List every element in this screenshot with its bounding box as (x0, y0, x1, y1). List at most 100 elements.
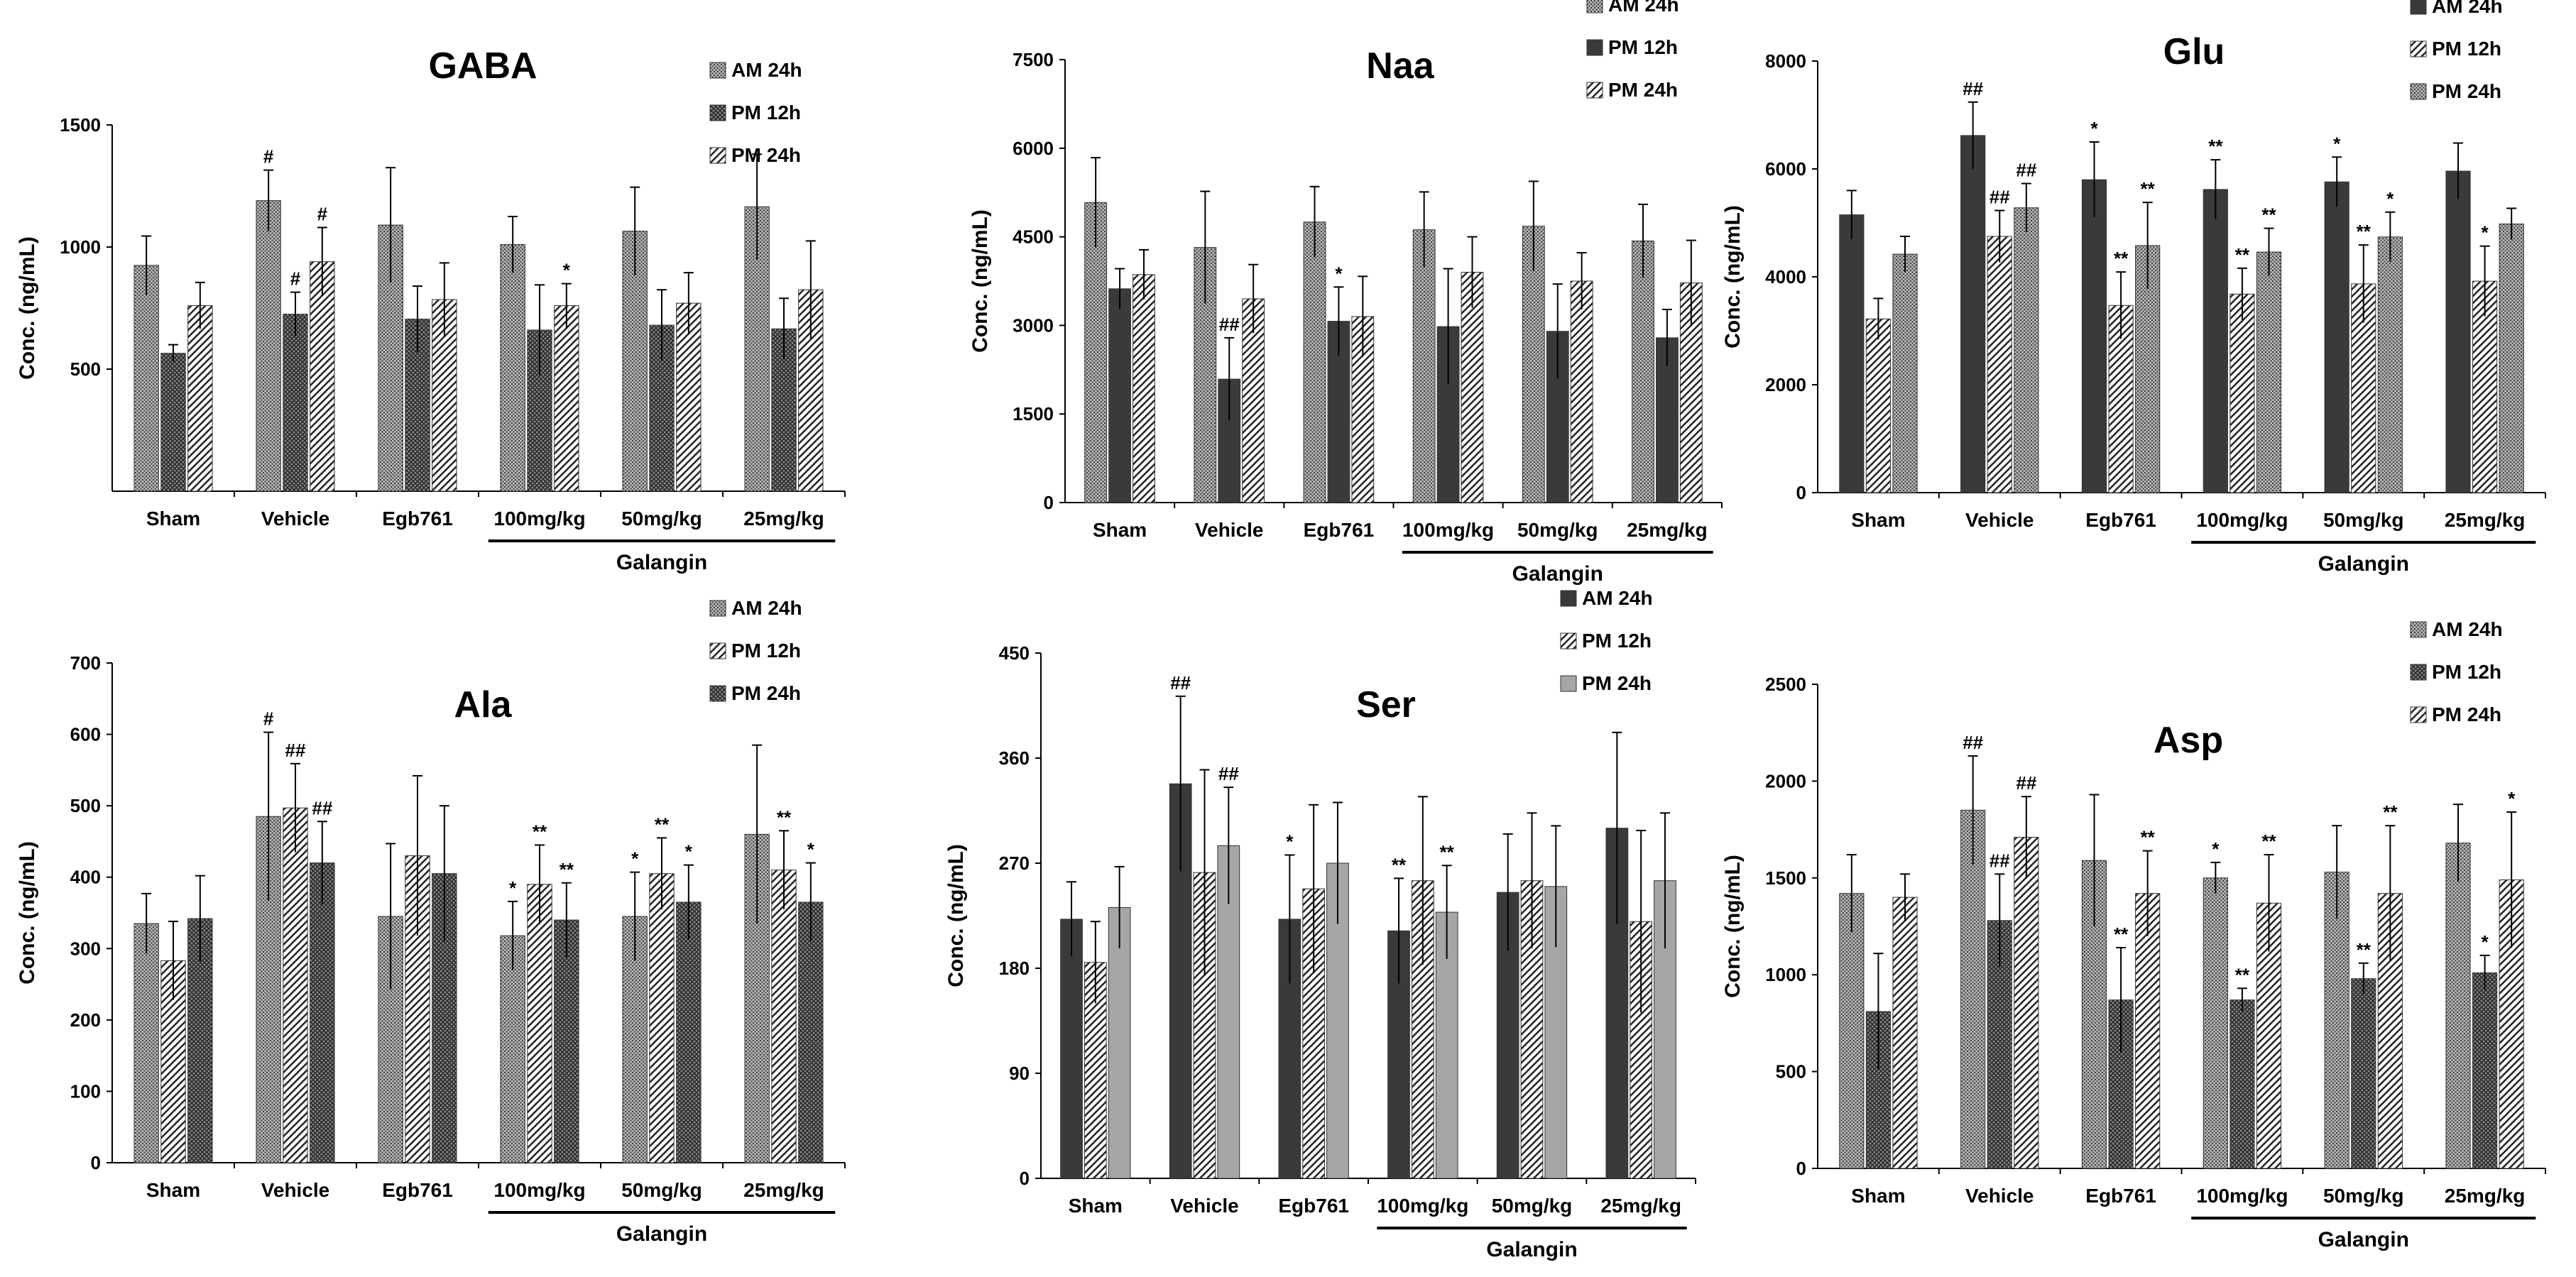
bar (2135, 893, 2161, 1169)
legend-entry: PM 12h (1582, 630, 1652, 652)
bar (2499, 224, 2524, 493)
significance-marker: ## (312, 797, 332, 818)
x-category-label: 25mg/kg (2445, 509, 2526, 531)
significance-marker: ** (2357, 939, 2372, 960)
bar (2230, 293, 2255, 493)
bar (1839, 214, 1865, 493)
x-category-label: Sham (146, 508, 200, 530)
bar (527, 884, 552, 1163)
significance-marker: ** (2383, 801, 2398, 823)
chart-panel-ala: Ala Conc. (ng/mL) Galangin 0 100 200 300 400… (16, 597, 846, 1246)
y-tick-label: 2500 (1765, 674, 1806, 695)
y-tick-label: 450 (999, 642, 1030, 664)
bar (2230, 999, 2255, 1169)
x-category-label: 50mg/kg (2323, 509, 2404, 531)
legend-entry: PM 12h (731, 102, 801, 124)
legend-swatch (1560, 675, 1577, 692)
legend-swatch (2410, 706, 2427, 723)
bar (160, 353, 186, 492)
significance-marker: ## (1219, 314, 1240, 335)
legend-entry: AM 24h (2432, 0, 2503, 17)
x-category-label: 25mg/kg (743, 508, 824, 530)
bar (2014, 837, 2039, 1169)
bar (1412, 229, 1436, 503)
x-category-label: 25mg/kg (2445, 1185, 2526, 1207)
bar (2472, 972, 2498, 1169)
y-tick-label: 1500 (60, 114, 101, 136)
legend-entry: PM 24h (731, 144, 801, 166)
significance-marker: ** (655, 813, 670, 835)
x-category-label: Sham (146, 1179, 200, 1201)
significance-marker: * (563, 260, 571, 281)
significance-marker: # (290, 268, 301, 290)
significance-marker: ## (1170, 672, 1191, 694)
bar (1303, 221, 1326, 503)
legend-swatch (2410, 83, 2427, 100)
significance-marker: ** (2114, 248, 2129, 269)
legend-swatch (2410, 40, 2427, 57)
legend-entry: AM 24h (1608, 0, 1679, 16)
significance-marker: ** (533, 821, 547, 842)
bar (676, 901, 702, 1163)
y-tick-label: 270 (999, 853, 1030, 874)
significance-marker: * (685, 841, 693, 862)
legend-entry: PM 24h (2432, 80, 2501, 102)
y-tick-label: 2000 (1765, 770, 1806, 791)
x-category-label: Sham (1851, 1185, 1905, 1207)
legend-entry: PM 12h (2432, 38, 2501, 60)
legend-swatch (1560, 590, 1577, 607)
significance-marker: * (2212, 838, 2220, 860)
legend-entry: PM 24h (1608, 79, 1678, 101)
y-axis-label: Conc. (ng/mL) (968, 209, 992, 353)
bar (554, 919, 579, 1163)
y-tick-label: 6000 (1765, 158, 1806, 180)
panel-title: GABA (428, 45, 537, 87)
bar (500, 935, 525, 1163)
bar (1108, 288, 1131, 503)
y-tick-label: 6000 (1013, 138, 1054, 159)
y-tick-label: 500 (70, 795, 101, 816)
y-tick-label: 1500 (1765, 867, 1806, 889)
bar (2203, 189, 2228, 493)
x-category-label: Sham (1069, 1195, 1123, 1217)
significance-marker: ** (2208, 136, 2223, 157)
significance-marker: ** (777, 806, 792, 828)
bar (1060, 919, 1083, 1179)
bar (283, 314, 308, 492)
chart-panel-asp: Asp Conc. (ng/mL) Galangin 0 500 1000 1500 2… (1721, 618, 2546, 1251)
significance-marker: ## (285, 740, 306, 761)
significance-marker: ** (2141, 178, 2156, 199)
x-category-label: 100mg/kg (493, 1179, 585, 1201)
y-axis-label: Conc. (ng/mL) (1721, 205, 1745, 349)
bar (1133, 274, 1155, 503)
x-category-label: Vehicle (1965, 1185, 2034, 1207)
legend-entry: AM 24h (731, 59, 802, 81)
x-category-label: Egb761 (1278, 1195, 1349, 1217)
legend-entry: PM 24h (731, 682, 801, 704)
y-tick-label: 3000 (1013, 314, 1054, 336)
bar (500, 244, 525, 492)
significance-marker: ** (2114, 924, 2129, 945)
legend-swatch (1586, 82, 1603, 99)
group-label: Galangin (2318, 1228, 2409, 1251)
y-tick-label: 0 (1020, 1168, 1030, 1189)
panel-title: Naa (1366, 45, 1434, 87)
legend-entry: AM 24h (2432, 618, 2503, 640)
bar (187, 305, 213, 492)
bar (2377, 236, 2403, 493)
bar (2324, 872, 2349, 1169)
bar (554, 305, 579, 492)
legend-entry: PM 12h (731, 640, 801, 662)
x-category-label: Vehicle (1195, 519, 1264, 541)
bar (798, 901, 824, 1163)
legend-entry: PM 12h (2432, 661, 2501, 683)
significance-marker: * (1286, 831, 1294, 852)
significance-marker: ** (1392, 854, 1407, 875)
y-axis-label: Conc. (ng/mL) (944, 844, 968, 987)
y-tick-label: 600 (70, 724, 101, 745)
significance-marker: ** (2261, 204, 2276, 226)
y-tick-label: 0 (1796, 482, 1806, 503)
bar (649, 873, 675, 1163)
significance-marker: # (317, 203, 328, 224)
bar (2081, 860, 2107, 1169)
